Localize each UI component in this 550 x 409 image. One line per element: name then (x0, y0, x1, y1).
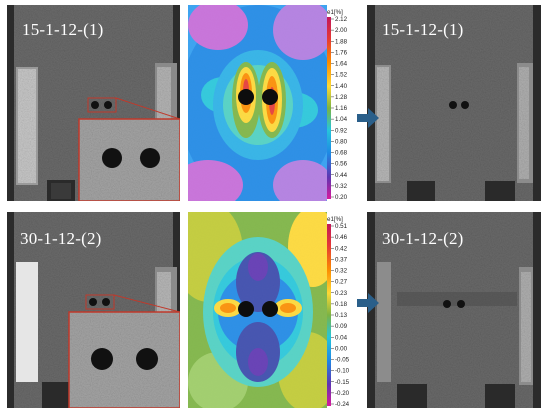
bottom-scale-tick-label: -0.15 (335, 379, 350, 386)
strain-map-bottom: e1[%] 0.51 0.46 0.42 0.37 0.32 0.27 0.23 0.18 0.1… (188, 212, 353, 408)
top-scale-tick-label: 1.04 (335, 116, 348, 123)
bottom-scale-tick-label: 0.04 (335, 334, 348, 341)
top-scale-tick-label: 1.76 (335, 49, 348, 56)
top-scale-tick-label: 1.88 (335, 38, 348, 45)
bottom-scale-tick-label: 0.23 (335, 290, 348, 297)
bottom-scale-tick-label: 0.42 (335, 245, 348, 252)
top-scale-tick-label: 0.68 (335, 150, 348, 157)
bottom-scale-tick-label: -0.05 (335, 357, 350, 364)
top-scale-tick-label: 1.16 (335, 105, 348, 112)
bottom-scale-tick-label: 0.18 (335, 301, 348, 308)
bottom-scale-tick-label: 0.13 (335, 312, 348, 319)
photo-before-top (7, 5, 180, 201)
bottom-scale-tick-label: -0.24 (335, 401, 350, 408)
bottom-scale-tick-label: 0.37 (335, 256, 348, 263)
specimen-label-after-bottom: 30-1-12-(2) (382, 229, 464, 248)
top-scale-tick-label: 2.12 (335, 16, 348, 23)
top-scale-tick-label: 1.40 (335, 83, 348, 90)
bottom-scale-tick-label: -0.10 (335, 368, 350, 375)
specimen-label-before-bottom: 30-1-12-(2) (20, 229, 102, 248)
specimen-label-after-top: 15-1-12-(1) (382, 20, 464, 39)
right-arrow-icon (357, 108, 379, 128)
top-scale-tick-label: 2.00 (335, 27, 348, 34)
photo-after-top (367, 5, 541, 201)
photo-after-bottom (367, 212, 541, 408)
top-scale-tick-label: 0.44 (335, 172, 348, 179)
top-scale-tick-label: 0.20 (335, 194, 348, 201)
top-scale-tick-label: 0.56 (335, 161, 348, 168)
top-scale-tick-label: 1.64 (335, 61, 348, 68)
bottom-scale-tick-label: -0.20 (335, 390, 350, 397)
strain-map-top: e1[%] 2.12 2.00 1.88 1.76 1.64 1.52 1.40 1.28 1.1… (188, 5, 353, 201)
bottom-scale-title: e1[%] (327, 216, 343, 223)
photo-before-bottom (7, 212, 180, 408)
bottom-scale-tick-label: 0.27 (335, 279, 348, 286)
top-scale-tick-label: 0.92 (335, 127, 348, 134)
bottom-scale-tick-label: 0.32 (335, 268, 348, 275)
right-arrow-icon (357, 293, 379, 313)
top-scale-tick-label: 1.52 (335, 72, 348, 79)
top-scale-title: e1[%] (327, 9, 343, 16)
top-scale-tick-label: 0.80 (335, 138, 348, 145)
top-scale-tick-label: 1.28 (335, 94, 348, 101)
bottom-scale-tick-label: 0.00 (335, 345, 348, 352)
bottom-scale-tick-label: 0.09 (335, 323, 348, 330)
bottom-scale-tick-label: 0.51 (335, 223, 348, 230)
specimen-label-before-top: 15-1-12-(1) (22, 20, 104, 39)
bottom-scale-tick-label: 0.46 (335, 234, 348, 241)
top-scale-tick-label: 0.32 (335, 183, 348, 190)
